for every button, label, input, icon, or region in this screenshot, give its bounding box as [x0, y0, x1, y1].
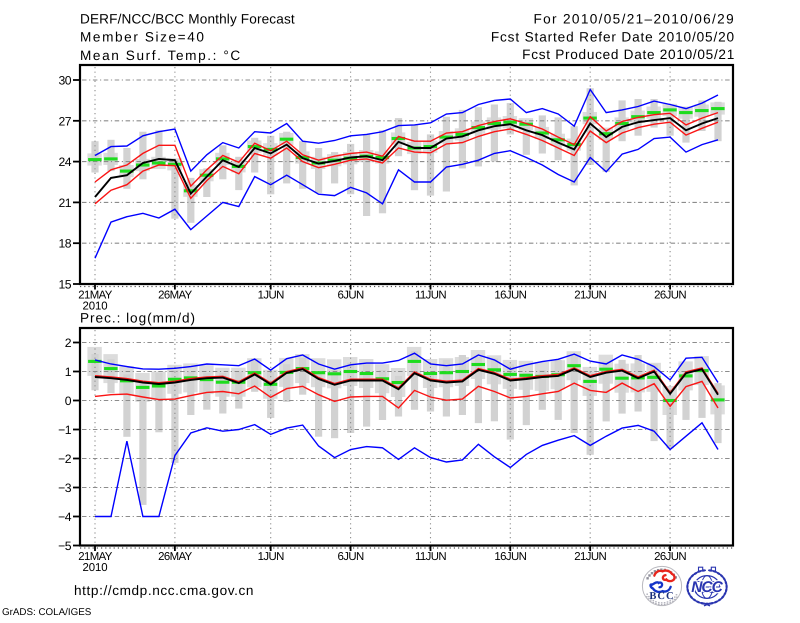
svg-text:Mean Surf. Temp.: °C: Mean Surf. Temp.: °C — [80, 48, 242, 63]
svg-text:1: 1 — [65, 365, 72, 379]
svg-text:−4: −4 — [58, 510, 72, 524]
svg-text:For 2010/05/21–2010/06/29: For 2010/05/21–2010/06/29 — [533, 12, 735, 27]
svg-text:21MAY: 21MAY — [78, 290, 113, 302]
svg-text:18: 18 — [58, 237, 71, 251]
svg-text:Fcst Started Refer Date 2010/0: Fcst Started Refer Date 2010/05/20 — [491, 29, 735, 44]
svg-text:21MAY: 21MAY — [78, 551, 113, 563]
svg-text:1JUN: 1JUN — [258, 290, 284, 302]
svg-text:26MAY: 26MAY — [158, 290, 193, 302]
svg-text:15: 15 — [58, 278, 71, 292]
svg-text:−1: −1 — [58, 423, 72, 437]
svg-text:BCC: BCC — [649, 591, 674, 602]
svg-text:26JUN: 26JUN — [654, 551, 686, 563]
svg-text:http://cmdp.ncc.cma.gov.cn: http://cmdp.ncc.cma.gov.cn — [74, 583, 254, 598]
svg-text:26JUN: 26JUN — [654, 290, 686, 302]
svg-text:2010: 2010 — [83, 562, 108, 574]
svg-text:21JUN: 21JUN — [574, 290, 606, 302]
svg-text:1JUN: 1JUN — [258, 551, 284, 563]
svg-text:−5: −5 — [58, 539, 72, 553]
svg-text:16JUN: 16JUN — [494, 551, 526, 563]
svg-text:GrADS: COLA/IGES: GrADS: COLA/IGES — [2, 607, 92, 618]
svg-text:2: 2 — [65, 336, 72, 350]
svg-text:−2: −2 — [58, 452, 72, 466]
svg-text:2010: 2010 — [83, 301, 108, 313]
svg-text:−3: −3 — [58, 481, 72, 495]
svg-text:DERF/NCC/BCC Monthly Forecast: DERF/NCC/BCC Monthly Forecast — [80, 12, 295, 27]
svg-text:Member Size=40: Member Size=40 — [80, 29, 206, 44]
svg-text:0: 0 — [65, 394, 72, 408]
svg-text:26MAY: 26MAY — [158, 551, 193, 563]
svg-text:Fcst Produced Date 2010/05/21: Fcst Produced Date 2010/05/21 — [522, 47, 735, 62]
svg-text:6JUN: 6JUN — [338, 551, 364, 563]
svg-text:11JUN: 11JUN — [415, 551, 446, 563]
svg-text:30: 30 — [58, 74, 71, 88]
svg-text:6JUN: 6JUN — [338, 290, 364, 302]
svg-text:21: 21 — [58, 196, 71, 210]
svg-text:11JUN: 11JUN — [415, 290, 446, 302]
svg-text:24: 24 — [58, 155, 71, 169]
svg-text:Prec.: log(mm/d): Prec.: log(mm/d) — [80, 311, 196, 326]
svg-text:27: 27 — [58, 114, 71, 128]
svg-text:16JUN: 16JUN — [494, 290, 526, 302]
svg-text:21JUN: 21JUN — [574, 551, 606, 563]
svg-text:NCC: NCC — [691, 579, 723, 596]
